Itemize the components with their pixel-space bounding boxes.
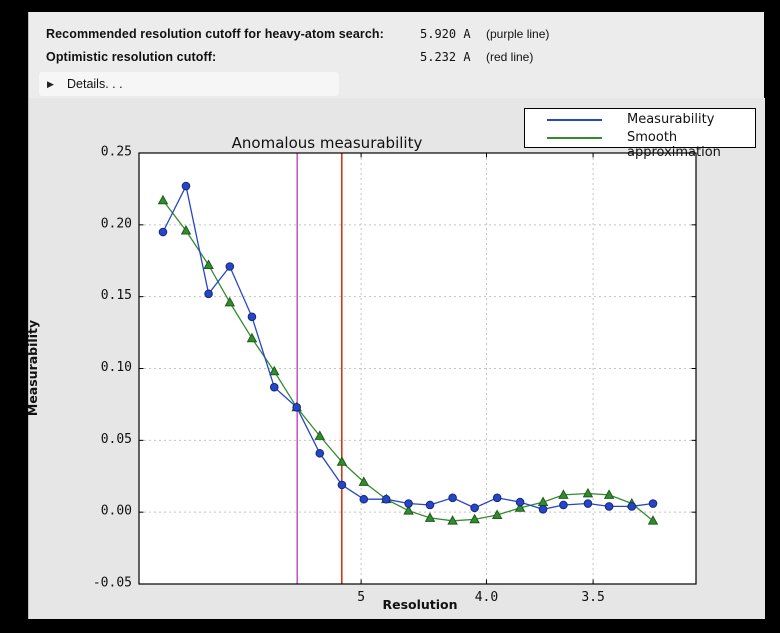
data-point-circle: [292, 402, 301, 412]
data-point-circle: [315, 448, 325, 458]
data-point-triangle: [336, 456, 348, 466]
details-label: Details. . .: [67, 77, 123, 91]
optimistic-cutoff-note: (red line): [486, 50, 534, 64]
y-tick-label: 0.05: [101, 432, 132, 447]
y-tick-label: -0.05: [93, 576, 132, 591]
data-point-triangle: [314, 430, 326, 440]
recommended-cutoff-note: (purple line): [486, 27, 550, 41]
y-axis-label: Measurability: [25, 319, 40, 417]
y-tick-label: 0.00: [101, 504, 132, 519]
chart-title: Anomalous measurability: [231, 134, 423, 152]
data-point-triangle: [224, 296, 236, 307]
data-point-circle: [247, 312, 257, 322]
window: Recommended resolution cutoff for heavy-…: [25, 12, 765, 619]
legend-line-sample: [547, 137, 602, 139]
data-point-circle: [381, 494, 391, 504]
data-point-circle: [604, 502, 614, 511]
recommended-cutoff-row: Recommended resolution cutoff for heavy-…: [29, 27, 765, 45]
recommended-cutoff-label: Recommended resolution cutoff for heavy-…: [46, 27, 384, 41]
data-point-triangle: [469, 513, 480, 524]
legend-entry-measurability: Measurability: [525, 111, 755, 129]
data-point-circle: [515, 497, 525, 507]
optimistic-cutoff-label: Optimistic resolution cutoff:: [46, 50, 217, 64]
data-point-circle: [359, 494, 369, 504]
data-point-triangle: [558, 489, 569, 499]
x-axis-label: Resolution: [382, 597, 458, 612]
data-point-circle: [269, 382, 279, 392]
y-tick-label: 0.20: [101, 216, 132, 231]
figure-area: 5 4.0 3.5 -0.05 0.00 0.05 0.10 0.15 0.20 0.25 Ano…: [25, 98, 765, 619]
optimistic-cutoff-value: 5.232 A: [420, 50, 471, 64]
data-point-triangle: [647, 515, 659, 525]
data-point-triangle: [603, 489, 615, 499]
data-point-circle: [583, 499, 593, 508]
data-point-circle: [648, 499, 658, 508]
data-point-triangle: [157, 194, 169, 205]
x-tick-label: 5: [357, 590, 365, 605]
optimistic-cutoff-row: Optimistic resolution cutoff: 5.232 A (r…: [29, 50, 765, 68]
data-point-triangle: [246, 332, 258, 343]
data-point-circle: [627, 502, 637, 511]
data-point-triangle: [358, 476, 370, 486]
data-point-circle: [448, 493, 457, 503]
data-point-circle: [337, 480, 347, 490]
data-point-triangle: [582, 487, 594, 498]
data-point-circle: [158, 227, 168, 237]
data-point-triangle: [447, 515, 458, 525]
data-point-triangle: [491, 509, 503, 519]
data-point-circle: [404, 499, 413, 508]
data-point-triangle: [514, 502, 526, 512]
data-point-circle: [538, 504, 548, 514]
data-point-circle: [470, 503, 479, 513]
plot-background: [139, 153, 696, 584]
data-point-circle: [204, 289, 213, 299]
legend-line-sample: [547, 119, 602, 121]
disclosure-triangle-icon: ▶: [47, 79, 54, 89]
data-point-circle: [181, 181, 191, 191]
data-point-triangle: [403, 505, 414, 515]
legend-entry-smooth-approximation: Smooth approximation: [525, 129, 755, 160]
data-point-triangle: [203, 259, 214, 269]
data-point-triangle: [180, 224, 192, 235]
data-point-circle: [492, 493, 502, 503]
y-tick-label: 0.10: [101, 360, 132, 375]
legend-box: Measurability Smooth approximation: [524, 108, 756, 160]
legend-label: Measurability: [627, 112, 715, 127]
data-point-circle: [425, 500, 435, 510]
details-disclosure[interactable]: ▶ Details. . .: [39, 72, 339, 96]
legend-label: Smooth approximation: [627, 130, 721, 160]
data-point-circle: [225, 262, 235, 271]
anomalous-measurability-plot: 5 4.0 3.5 -0.05 0.00 0.05 0.10 0.15 0.20 0.25: [93, 145, 697, 605]
x-tick-label: 3.5: [581, 590, 604, 605]
y-tick-label: 0.25: [101, 145, 132, 160]
recommended-cutoff-value: 5.920 A: [420, 27, 471, 41]
data-point-circle: [559, 500, 568, 510]
y-tick-label: 0.15: [101, 288, 132, 303]
data-point-triangle: [269, 365, 280, 376]
x-tick-label: 4.0: [475, 590, 498, 605]
data-point-triangle: [424, 512, 436, 522]
